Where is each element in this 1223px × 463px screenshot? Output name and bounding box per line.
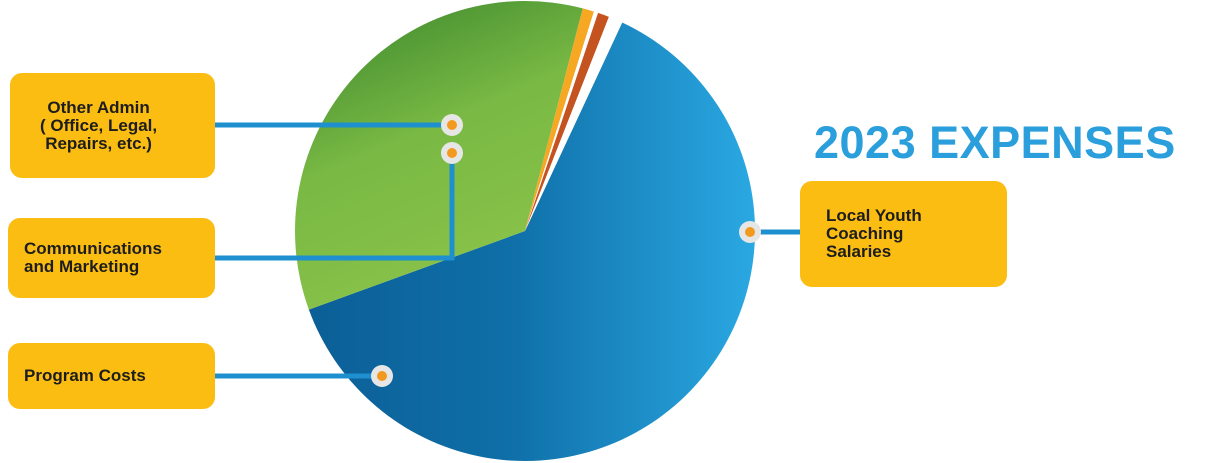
connector-program-costs-marker-center [377,371,387,381]
pie-slice-pie-gap-2 [525,16,623,231]
callout-other-admin-label: Other Admin ( Office, Legal, Repairs, et… [40,97,158,153]
callout-other-admin: Other Admin ( Office, Legal, Repairs, et… [10,73,215,178]
connector-lines [205,114,808,387]
connector-communications [205,153,455,261]
chart-title: 2023 EXPENSES [814,117,1176,168]
connector-coaching-marker-center [745,227,755,237]
connector-other-admin-marker-center [447,120,457,130]
callout-communications-label: Communications and Marketing [24,239,162,276]
pie-slice-pie-gap [525,11,599,231]
callout-coaching-label: Local Youth Coaching Salaries [826,206,922,261]
callout-program-costs-label: Program Costs [24,366,146,385]
pie-slice-program-costs [295,1,583,310]
connector-communications-marker-center [447,148,457,158]
callout-program-costs: Program Costs [8,343,215,409]
callout-communications: Communications and Marketing [8,218,215,298]
pie-slice-communications-and-marketing [525,8,594,231]
pie-slice-other-admin-office-legal-repairs-etc [525,12,609,232]
pie-slice-local-youth-coaching-salaries [308,22,755,462]
callout-coaching: Local Youth Coaching Salaries [800,181,1007,287]
